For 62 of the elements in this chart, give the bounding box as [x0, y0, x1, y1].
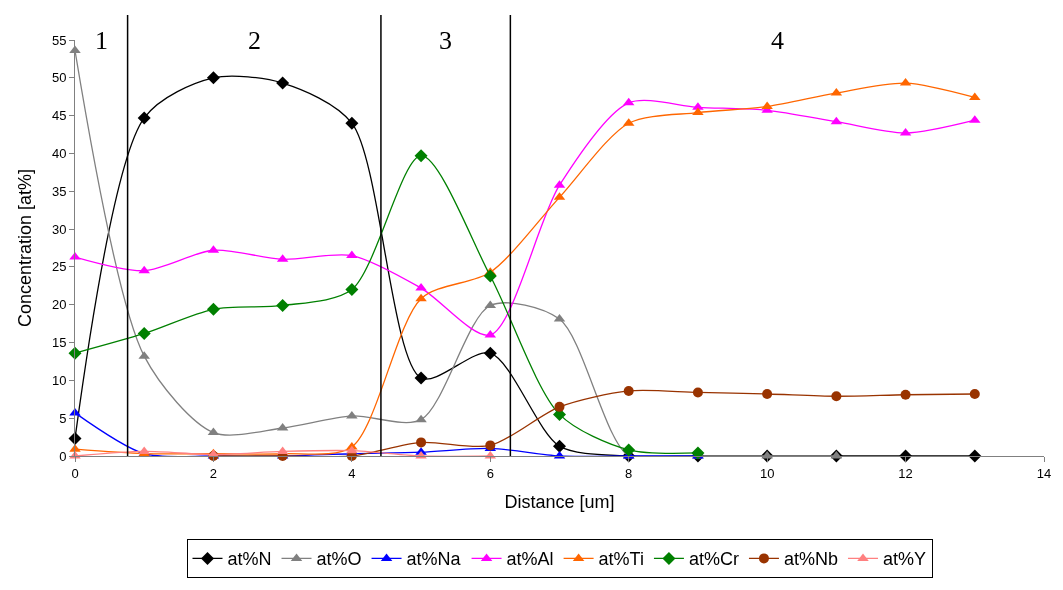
point — [415, 414, 427, 423]
y-tick-label: 55 — [51, 32, 67, 48]
legend-label: at%Cr — [688, 549, 739, 570]
x-tick-label: 2 — [209, 465, 218, 481]
point — [414, 371, 428, 385]
point — [206, 71, 220, 85]
legend-label: at%Al — [506, 549, 554, 570]
point — [345, 116, 359, 130]
point — [692, 107, 704, 116]
point — [554, 401, 565, 412]
y-tick-label: 25 — [51, 259, 67, 275]
x-tick-label: 14 — [1036, 465, 1052, 481]
y-tick-label: 15 — [51, 335, 67, 351]
point — [553, 439, 566, 453]
point — [416, 437, 427, 448]
legend-label: at%Ti — [598, 549, 644, 570]
x-axis-title: Distance [um] — [504, 491, 615, 512]
y-tick-label: 20 — [51, 297, 67, 313]
point — [276, 298, 290, 312]
point — [761, 101, 773, 110]
annotation: 4 — [771, 26, 784, 55]
point — [415, 293, 427, 302]
point — [346, 250, 358, 259]
point — [762, 388, 773, 399]
point — [137, 111, 151, 125]
x-tick-label: 12 — [898, 465, 913, 481]
point — [276, 76, 290, 90]
y-tick-label: 10 — [51, 372, 67, 388]
point — [831, 391, 842, 402]
x-tick-label: 8 — [625, 465, 633, 481]
point — [692, 387, 703, 398]
y-tick-label: 35 — [51, 183, 67, 199]
y-tick-label: 0 — [59, 448, 67, 464]
point — [622, 443, 636, 457]
y-tick-label: 30 — [51, 221, 67, 237]
legend-label: at%Na — [406, 549, 462, 570]
annotation: 2 — [248, 26, 261, 55]
point — [137, 326, 151, 340]
point — [414, 149, 428, 163]
x-tick-label: 6 — [486, 465, 494, 481]
annotation: 3 — [439, 26, 452, 55]
y-tick-label: 45 — [51, 108, 67, 124]
point — [345, 283, 359, 297]
legend-label: at%N — [227, 549, 272, 570]
y-tick-label: 40 — [51, 146, 67, 161]
annotation: 1 — [95, 26, 108, 55]
point — [206, 302, 220, 316]
point — [138, 265, 150, 274]
point — [623, 385, 634, 396]
y-axis-title: Concentration [at%] — [15, 168, 36, 328]
point — [483, 346, 497, 360]
legend-label: at%Nb — [783, 549, 838, 570]
x-tick-label: 4 — [348, 465, 356, 481]
x-tick-label: 10 — [759, 465, 775, 481]
point — [900, 389, 911, 400]
point — [483, 269, 497, 283]
y-tick-label: 50 — [51, 70, 67, 86]
legend-label: at%O — [316, 549, 362, 570]
x-tick-label: 0 — [71, 465, 79, 481]
legend-label: at%Y — [882, 549, 927, 570]
y-tick-label: 5 — [59, 410, 67, 426]
point — [969, 388, 980, 399]
